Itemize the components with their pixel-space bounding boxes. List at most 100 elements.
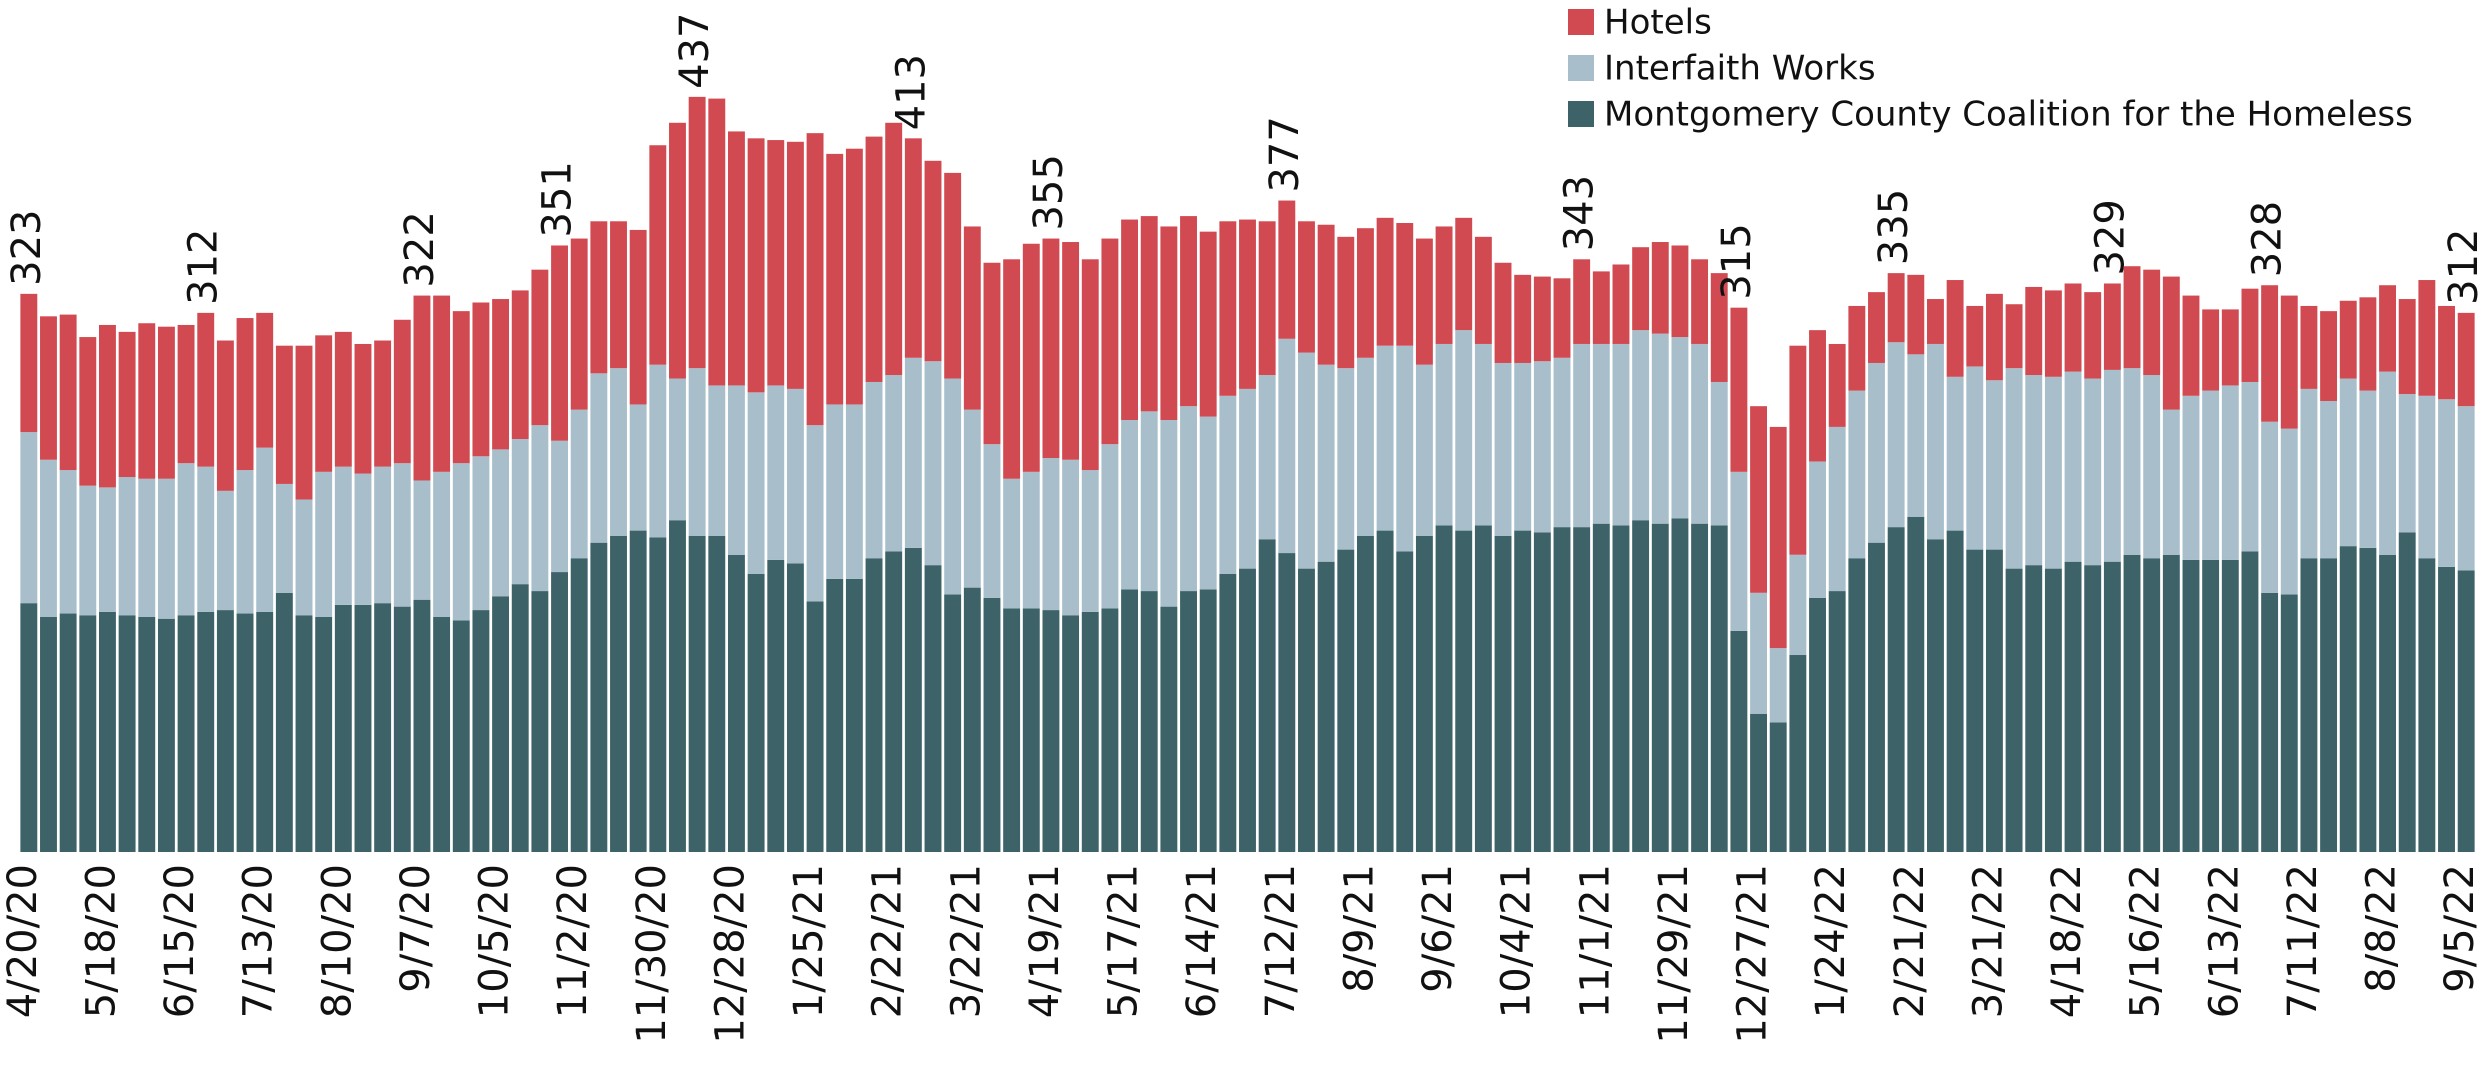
bar-segment [1730,307,1748,472]
bar-segment [1691,523,1709,852]
bar-segment [551,440,568,573]
x-tick-label: 11/2/20 [550,864,596,1018]
bar-segment [1592,343,1610,524]
bar-segment [1789,345,1807,555]
total-label: 351 [535,161,581,237]
bar-segment [708,98,726,386]
bar-segment [157,618,175,852]
bar-segment [118,331,136,478]
bar-segment [1180,406,1197,592]
bar-segment [216,610,234,852]
bar-segment [1337,368,1355,550]
x-tick-label: 5/18/20 [78,864,124,1018]
bar-segment [1946,530,1964,852]
bar-segment [177,324,195,464]
bar-segment [1356,535,1374,852]
bar-segment [1415,535,1433,852]
x-tick-label: 4/18/22 [2044,864,2090,1018]
bar-segment [256,447,274,612]
bar-segment [315,616,333,852]
bar-segment [1691,343,1709,524]
bar-segment [924,361,942,566]
bar-segment [1651,333,1669,524]
bar-segment [2379,371,2396,555]
bar-segment [2005,568,2023,852]
total-label: 312 [181,229,227,305]
bar-segment [1258,375,1276,540]
bar-segment [590,542,608,852]
bar-segment [1632,330,1650,521]
bar-segment [98,487,116,612]
bar-segment [2182,295,2200,396]
bar-segment [1239,568,1256,852]
bar-segment [256,611,274,852]
bar-segment [1966,305,1984,367]
bar-segment [688,96,706,369]
bar-segment [1062,615,1080,852]
bar-segment [2300,305,2318,389]
bar-segment [295,499,313,616]
bar-segment [2103,283,2121,370]
bar-segment [531,591,549,852]
bar-segment [610,221,627,369]
bar-segment [492,449,510,597]
bar-segment [1003,478,1021,609]
x-tick-label: 3/21/22 [1965,864,2011,1018]
bar-segment [1101,608,1119,852]
bar-segment [708,535,726,852]
bar-segment [1356,357,1374,536]
bar-segment [1081,259,1099,471]
bar-segment [1750,713,1768,852]
bar-segment [963,226,981,410]
bar-segment [1671,518,1689,852]
bar-segment [2241,288,2259,382]
bar-segment [669,122,686,379]
bar-segment [904,547,922,852]
bar-segment [1769,426,1787,649]
bar-segment [944,172,962,379]
bar-segment [924,565,942,852]
bar-segment [374,340,392,467]
total-label: 335 [1871,189,1917,265]
bar-segment [845,148,863,405]
bar-segment [492,299,510,450]
bar-segment [1278,200,1296,339]
bar-segment [767,559,785,852]
x-tick-label: 4/20/20 [0,864,46,1018]
bar-segment [2162,554,2180,852]
bar-segment [1887,342,1905,528]
bar-segment [354,604,372,852]
bar-segment [1081,470,1099,612]
bar-segment [433,471,451,617]
bar-segment [2044,290,2062,377]
bar-segment [1848,390,1866,559]
bar-segment [649,364,667,538]
bar-segment [747,392,765,574]
legend-label: Montgomery County Coalition for the Home… [1604,95,2413,135]
bar-segment [1337,549,1355,852]
bar-segment [1868,362,1885,543]
bar-segment [1651,242,1669,334]
bar-segment [216,340,234,491]
bar-segment [2280,428,2298,595]
bar-segment [2103,561,2121,852]
bar-segment [177,615,195,852]
bar-segment [1455,330,1473,531]
total-label: 355 [1026,154,1072,230]
bar-segment [610,535,627,852]
x-tick-label: 6/13/22 [2201,864,2247,1018]
bar-segment [2359,547,2377,852]
bar-segment [216,490,234,611]
bar-segment [590,373,608,543]
bar-segment [1612,525,1630,852]
bar-segment [374,603,392,852]
bar-segment [944,594,962,852]
bar-segment [2320,400,2338,559]
bar-segment [79,485,97,616]
bar-segment [1750,406,1768,593]
bar-segment [393,319,411,464]
bar-segment [2359,297,2377,391]
x-tick-label: 5/17/21 [1101,864,1147,1018]
